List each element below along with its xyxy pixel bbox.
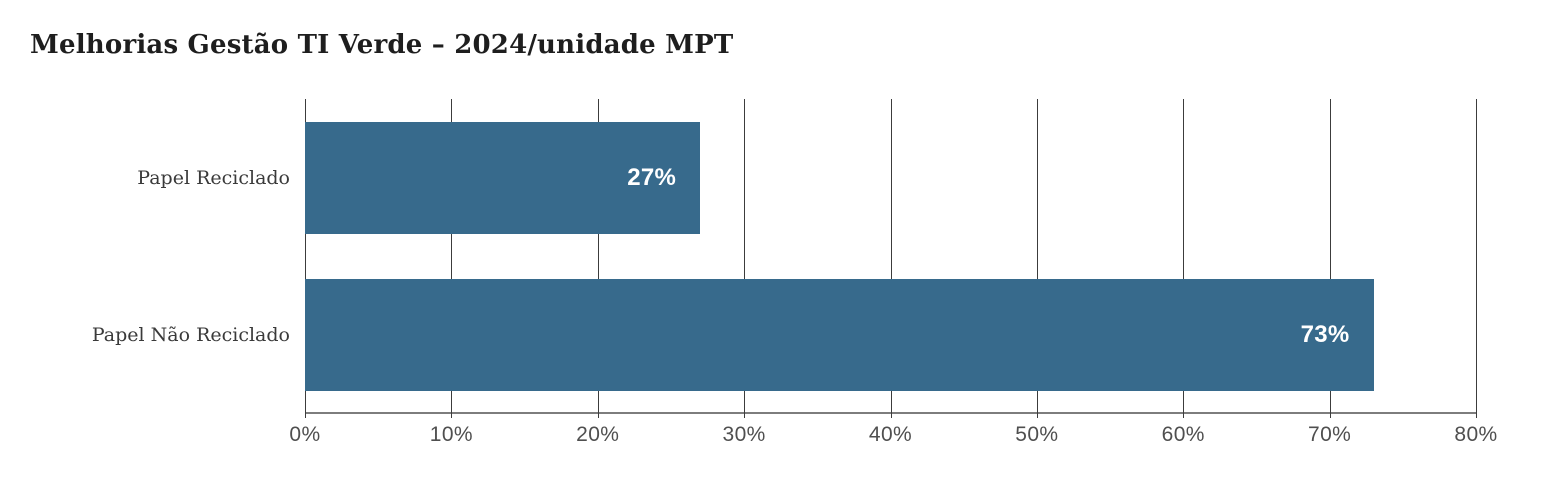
x-axis-tick-label: 60% <box>1161 423 1205 446</box>
x-axis-tick-label: 40% <box>868 423 913 446</box>
gridline <box>1329 99 1331 418</box>
gridline <box>1476 99 1477 418</box>
bar: 73% <box>305 279 1374 392</box>
gridline <box>451 99 453 418</box>
bar-value-label: 73% <box>1300 321 1350 349</box>
gridline <box>744 99 746 418</box>
chart-title: Melhorias Gestão TI Verde – 2024/unidade… <box>30 30 734 60</box>
x-axis-tick-label: 30% <box>722 423 766 446</box>
category-label: Papel Não Reciclado <box>91 324 290 347</box>
gridline <box>597 99 599 418</box>
bar: 27% <box>305 121 701 234</box>
x-axis-tick-label: 20% <box>576 423 620 446</box>
category-label: Papel Reciclado <box>137 166 290 189</box>
x-axis-tick-label: 70% <box>1308 423 1352 446</box>
gridline <box>1183 99 1185 418</box>
x-axis-tick-label: 80% <box>1454 423 1498 446</box>
x-axis-tick-label: 50% <box>1015 423 1059 446</box>
gridline <box>1036 99 1038 418</box>
x-axis-tick-label: 0% <box>289 423 321 446</box>
gridline <box>305 99 306 418</box>
gridline <box>890 99 892 418</box>
x-axis-tick-label: 10% <box>429 423 473 446</box>
plot-area: 27% 73% <box>305 99 1477 418</box>
bar-value-label: 27% <box>627 163 677 191</box>
